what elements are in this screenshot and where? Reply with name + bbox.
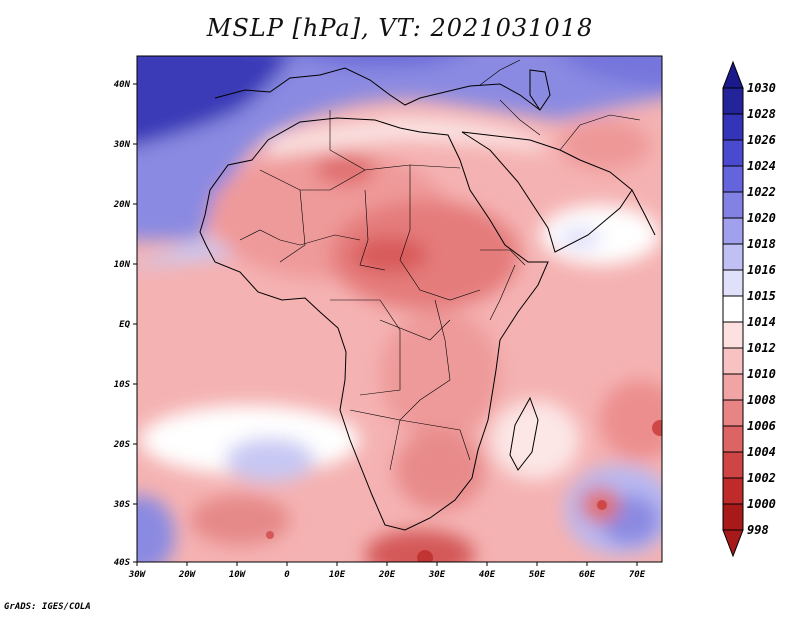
latitude-labels: 40N 30N 20N 10N EQ 10S 20S 30S 40S: [113, 80, 131, 568]
caspian-coastline: [529, 69, 551, 111]
colorbar-level-label: 1020: [747, 211, 776, 225]
colorbar-level-label: 1006: [747, 419, 776, 433]
colorbar: 1030 1028 1026 1024 1022 1020 1018 1016 1015 101…: [722, 60, 776, 558]
madagascar-coastline: [509, 396, 539, 471]
lat-tick-label: 20S: [113, 440, 131, 450]
lon-tick-label: 20E: [378, 570, 396, 580]
colorbar-level-label: 1010: [747, 367, 776, 381]
lat-tick-label: 20N: [113, 200, 131, 210]
colorbar-level-label: 1016: [747, 263, 776, 277]
colorbar-level-label: 1015: [747, 289, 776, 303]
lon-tick-label: 30E: [428, 570, 446, 580]
colorbar-bottom-arrow: [722, 529, 744, 558]
country-borders: [239, 59, 641, 471]
europe-coastline: [214, 67, 541, 111]
colorbar-level-label: 1012: [747, 341, 776, 355]
colorbar-swatch: [722, 451, 744, 479]
lat-tick-label: 40S: [114, 558, 131, 568]
colorbar-swatch: [722, 477, 744, 505]
lat-tick-label: 40N: [114, 80, 131, 90]
colorbar-level-label: 1002: [747, 471, 776, 485]
colorbar-swatch: [722, 295, 744, 323]
colorbar-swatch: [722, 399, 744, 427]
lat-tick-label: 30N: [113, 140, 131, 150]
lon-tick-label: 0: [284, 570, 290, 580]
pressure-field: [137, 56, 662, 562]
colorbar-swatch: [722, 139, 744, 167]
lat-tick-label: 10S: [114, 380, 131, 390]
colorbar-swatch: [722, 165, 744, 193]
lon-tick-label: 30W: [128, 570, 147, 580]
colorbar-swatch: [722, 87, 744, 115]
colorbar-swatch: [722, 113, 744, 141]
colorbar-level-label: 1000: [747, 497, 776, 511]
india-coastline: [631, 189, 656, 236]
lon-tick-label: 60E: [579, 570, 596, 580]
plot-frame: [136, 55, 663, 563]
colorbar-top-arrow: [722, 60, 744, 89]
colorbar-swatch: [722, 217, 744, 245]
colorbar-swatch: [722, 347, 744, 375]
colorbar-swatch: [722, 269, 744, 297]
colorbar-level-label: 1024: [747, 159, 776, 173]
lon-tick-label: 10E: [329, 570, 346, 580]
colorbar-swatch: [722, 503, 744, 531]
colorbar-level-label: 1008: [747, 393, 776, 407]
grads-credit: GrADS: IGES/COLA: [4, 602, 91, 612]
colorbar-swatch: [722, 321, 744, 349]
colorbar-level-label: 1026: [747, 133, 776, 147]
colorbar-swatch: [722, 425, 744, 453]
africa-coastline: [199, 117, 549, 531]
colorbar-level-label: 1022: [747, 185, 776, 199]
colorbar-level-label: 1004: [747, 445, 776, 459]
lon-tick-label: 20W: [178, 570, 197, 580]
colorbar-swatch: [722, 191, 744, 219]
colorbar-top-label: 1030: [747, 81, 776, 95]
lat-tick-label: EQ: [119, 320, 130, 330]
axis-tick-marks: [133, 83, 638, 566]
colorbar-swatch: [722, 373, 744, 401]
map-title: MSLP [hPa], VT: 2021031018: [206, 14, 594, 42]
lon-tick-label: 10W: [229, 570, 247, 580]
lon-tick-label: 40E: [479, 570, 496, 580]
lon-tick-label: 70E: [629, 570, 646, 580]
colorbar-swatch: [722, 243, 744, 271]
lat-tick-label: 10N: [114, 260, 131, 270]
longitude-labels: 30W 20W 10W 0 10E 20E 30E 40E 50E 60E 70…: [128, 570, 646, 580]
colorbar-level-label: 1018: [747, 237, 776, 251]
colorbar-level-label: 1014: [747, 315, 776, 329]
colorbar-level-label: 998: [747, 523, 769, 537]
colorbar-level-label: 1028: [747, 107, 776, 121]
lat-tick-label: 30S: [113, 500, 131, 510]
lon-tick-label: 50E: [529, 570, 546, 580]
